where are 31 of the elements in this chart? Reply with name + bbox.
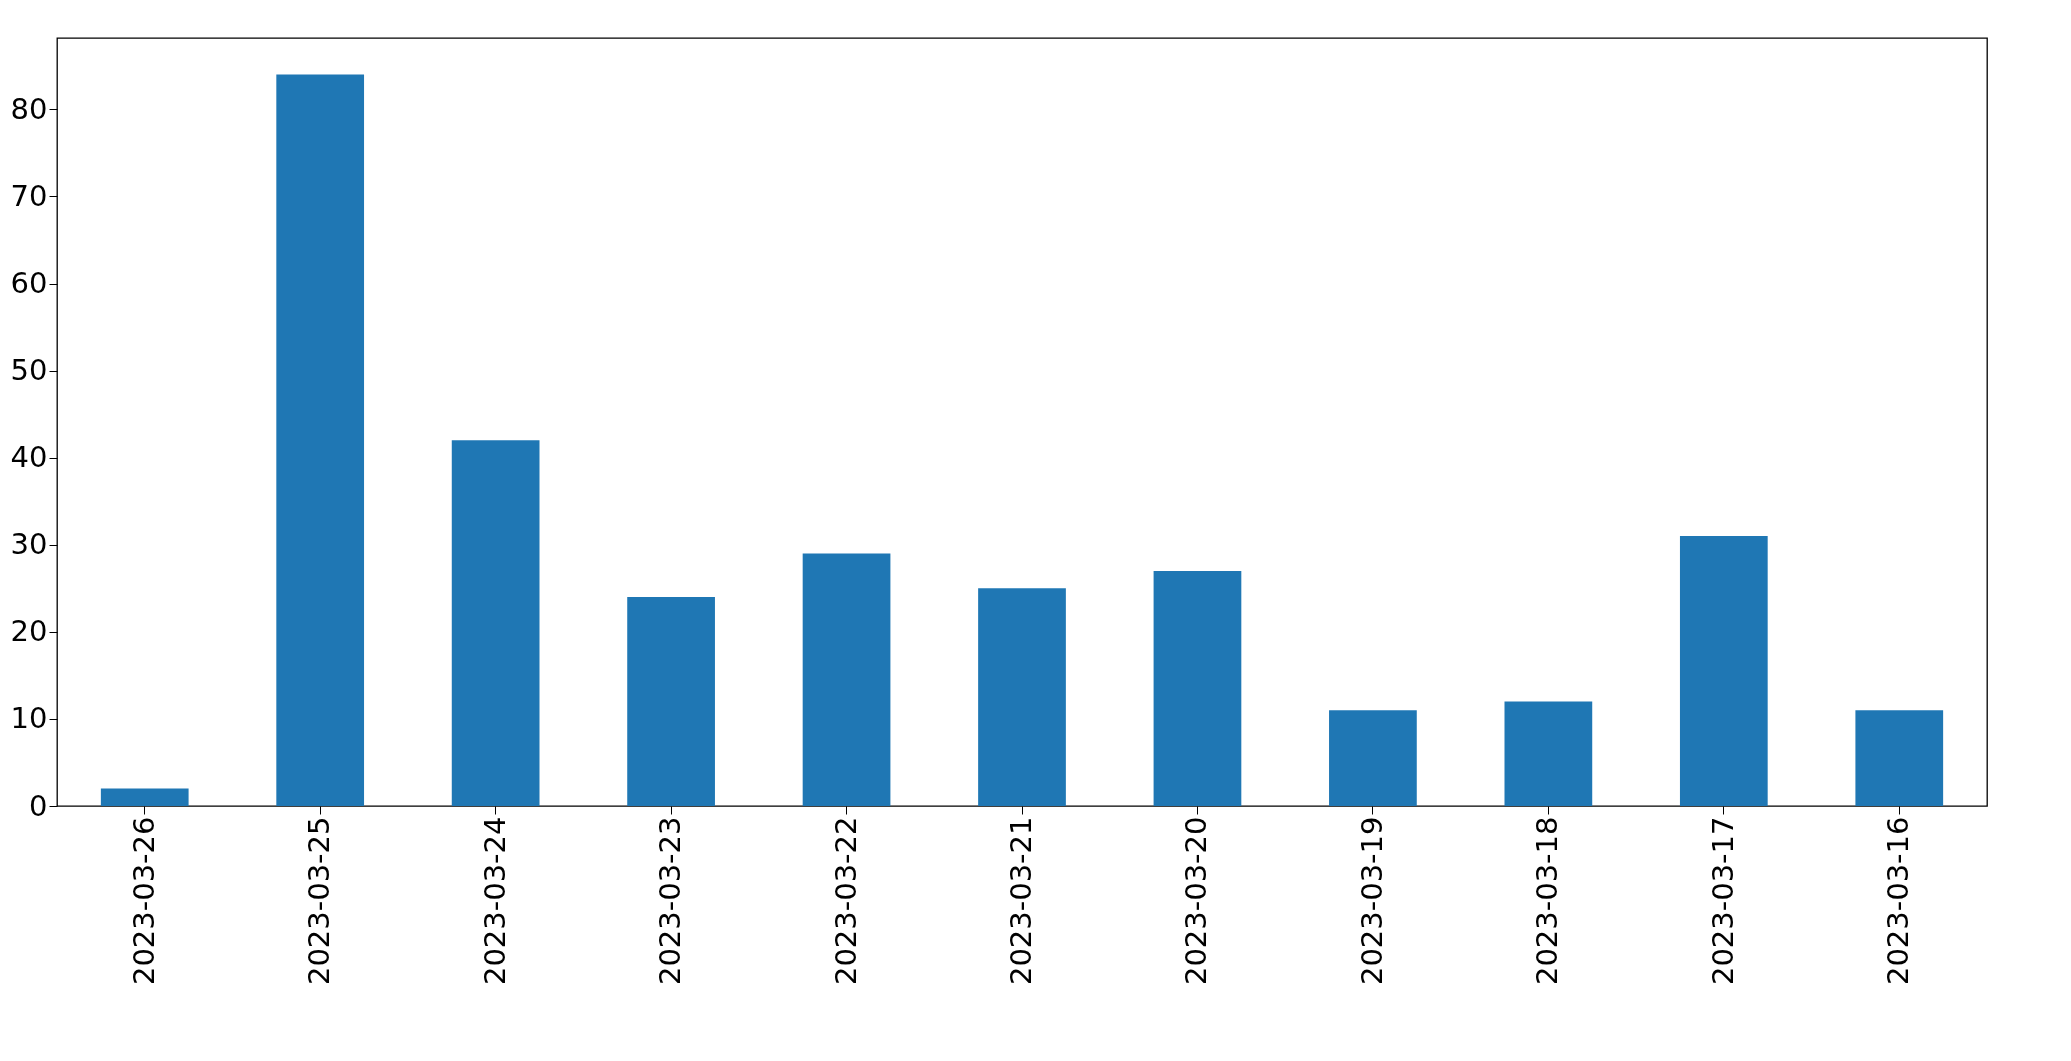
bar <box>1679 536 1768 806</box>
bar <box>1855 710 1944 806</box>
x-tick-label: 2023-03-24 <box>477 816 512 986</box>
bar <box>451 440 540 806</box>
bar <box>627 597 715 806</box>
y-tick-label: 10 <box>10 701 48 736</box>
y-tick-label: 80 <box>10 91 48 126</box>
bar <box>276 74 365 806</box>
bar <box>1329 710 1417 806</box>
x-tick-label: 2023-03-23 <box>653 816 688 986</box>
bar <box>1153 570 1242 806</box>
y-tick-label: 20 <box>10 614 48 649</box>
y-tick-label: 40 <box>10 440 48 475</box>
y-tick-label: 50 <box>10 353 48 388</box>
x-tick-label: 2023-03-18 <box>1530 816 1565 986</box>
x-tick-label: 2023-03-20 <box>1179 816 1214 986</box>
x-tick-label: 2023-03-17 <box>1705 816 1740 986</box>
y-tick-label: 70 <box>10 178 48 213</box>
y-tick-label: 60 <box>10 266 48 301</box>
bar <box>802 553 891 806</box>
y-tick-label: 0 <box>29 788 48 823</box>
bar <box>978 588 1066 806</box>
x-tick-label: 2023-03-26 <box>126 816 161 986</box>
x-tick-label: 2023-03-19 <box>1354 816 1389 986</box>
x-tick-label: 2023-03-21 <box>1004 816 1038 986</box>
bar <box>1504 701 1593 806</box>
x-tick-label: 2023-03-16 <box>1881 816 1916 986</box>
bar <box>100 788 189 806</box>
x-tick-label: 2023-03-22 <box>828 816 863 986</box>
x-tick-label: 2023-03-25 <box>302 816 337 986</box>
y-tick-label: 30 <box>10 527 48 562</box>
